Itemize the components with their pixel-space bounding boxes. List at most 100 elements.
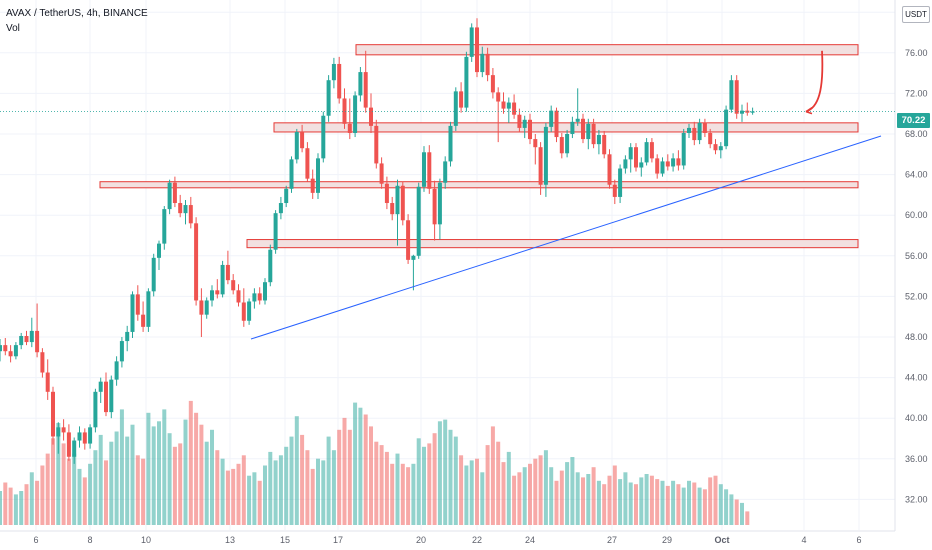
time-tick-label: 10 bbox=[141, 535, 151, 545]
candle-body bbox=[517, 114, 522, 128]
volume-bar bbox=[681, 487, 686, 525]
volume-bar bbox=[559, 470, 564, 525]
volume-bar bbox=[51, 438, 55, 525]
candle-body bbox=[379, 163, 384, 184]
price-tick-label: 64.00 bbox=[905, 170, 928, 180]
volume-bar bbox=[300, 434, 305, 525]
volume-bar bbox=[427, 443, 432, 525]
volume-bar bbox=[713, 475, 718, 525]
candle-body bbox=[644, 142, 649, 163]
volume-bar bbox=[342, 417, 347, 525]
volume-bar bbox=[400, 463, 405, 525]
candle-body bbox=[316, 158, 320, 193]
volume-bar bbox=[88, 463, 93, 525]
volume-bar bbox=[241, 455, 246, 525]
candle-body bbox=[369, 107, 373, 126]
volume-bar bbox=[172, 446, 177, 525]
volume-bar bbox=[475, 458, 479, 525]
volume-bar bbox=[485, 445, 490, 525]
volume-bar bbox=[257, 480, 262, 525]
candle-body bbox=[358, 72, 363, 96]
candle-body bbox=[416, 186, 421, 256]
candle-body bbox=[257, 293, 262, 301]
candle-body bbox=[655, 158, 660, 174]
candle-body bbox=[665, 161, 670, 167]
volume-bar bbox=[194, 412, 199, 525]
volume-bar bbox=[708, 477, 713, 525]
candle-body bbox=[750, 111, 755, 113]
volume-bar bbox=[231, 468, 236, 525]
candle-body bbox=[0, 345, 2, 352]
candle-body bbox=[464, 56, 469, 108]
candle-body bbox=[411, 255, 416, 260]
volume-bar bbox=[210, 429, 214, 525]
volume-bar bbox=[554, 480, 559, 525]
candle-body bbox=[432, 188, 437, 225]
symbol-title[interactable]: AVAX / TetherUS, 4h, BINANCE bbox=[6, 8, 148, 19]
volume-bar bbox=[369, 426, 373, 525]
volume-bar bbox=[644, 474, 649, 525]
candle-body bbox=[162, 209, 167, 244]
candle-body bbox=[591, 123, 596, 145]
volume-bar bbox=[310, 468, 315, 525]
resistance-zone bbox=[246, 239, 859, 249]
time-tick-label: 24 bbox=[525, 535, 535, 545]
candle-body bbox=[528, 119, 532, 140]
volume-bar bbox=[596, 480, 601, 525]
candle-body bbox=[459, 91, 464, 108]
candle-body bbox=[485, 53, 490, 76]
candle-body bbox=[183, 205, 188, 214]
resistance-zone bbox=[355, 44, 859, 56]
candle-body bbox=[702, 122, 707, 133]
volume-bars bbox=[0, 400, 750, 525]
candle-body bbox=[310, 178, 315, 193]
candle-body bbox=[671, 158, 676, 167]
price-tick-label: 44.00 bbox=[905, 373, 928, 383]
volume-indicator-label[interactable]: Vol bbox=[6, 23, 20, 34]
drawings bbox=[0, 50, 895, 340]
volume-bar bbox=[40, 465, 45, 525]
candle-body bbox=[501, 101, 506, 109]
candle-body bbox=[628, 147, 633, 160]
volume-bar bbox=[607, 475, 612, 525]
candle-body bbox=[252, 293, 257, 302]
volume-bar bbox=[374, 441, 379, 525]
volume-bar bbox=[77, 468, 82, 525]
candle-body bbox=[51, 391, 55, 437]
volume-bar bbox=[575, 472, 580, 525]
volume-bar bbox=[734, 499, 739, 525]
candle-body bbox=[72, 440, 77, 457]
volume-bar bbox=[294, 416, 299, 525]
last-price-tag: 70.22 bbox=[897, 113, 930, 128]
volume-bar bbox=[45, 453, 50, 525]
volume-bar bbox=[130, 424, 135, 525]
volume-bar bbox=[469, 460, 474, 525]
volume-bar bbox=[512, 475, 517, 525]
candle-body bbox=[61, 427, 66, 433]
candle-body bbox=[713, 144, 718, 151]
volume-bar bbox=[56, 423, 61, 525]
volume-bar bbox=[628, 482, 633, 525]
candle-body bbox=[247, 301, 252, 321]
time-tick-label: 6 bbox=[856, 535, 861, 545]
candle-body bbox=[151, 257, 156, 292]
volume-bar bbox=[724, 489, 729, 525]
time-axis-ticks: 6 8 10 13 15 17 20 22 24 27 29 Oct 4 6 bbox=[33, 535, 861, 545]
volume-bar bbox=[337, 429, 342, 525]
candle-body bbox=[634, 147, 638, 168]
volume-bar bbox=[655, 479, 660, 525]
candle-body bbox=[188, 205, 193, 224]
volume-bar bbox=[586, 474, 591, 525]
resistance-zone bbox=[99, 181, 859, 189]
volume-bar bbox=[411, 463, 416, 525]
resistance-zones bbox=[99, 44, 859, 249]
volume-bar bbox=[125, 436, 130, 525]
candle-body bbox=[400, 185, 405, 221]
currency-unit-label[interactable]: USDT bbox=[902, 6, 930, 23]
candle-body bbox=[204, 300, 209, 315]
candle-body bbox=[660, 161, 665, 174]
volume-bar bbox=[24, 484, 29, 525]
candle-body bbox=[602, 135, 607, 155]
time-tick-label: 13 bbox=[225, 535, 235, 545]
